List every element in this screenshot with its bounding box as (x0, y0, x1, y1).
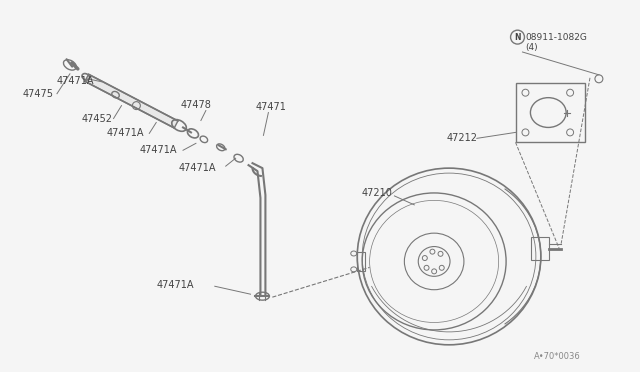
Polygon shape (85, 74, 178, 128)
Bar (531, 237, 549, 260)
Text: 47471A: 47471A (179, 163, 216, 173)
Bar (356, 251, 365, 271)
Bar (516, 83, 585, 142)
Text: 47471A: 47471A (140, 145, 177, 155)
Text: 47210: 47210 (362, 188, 392, 198)
Text: (4): (4) (525, 42, 538, 52)
Text: 47452: 47452 (82, 113, 113, 124)
Text: 47471A: 47471A (156, 280, 194, 290)
Text: 47471: 47471 (255, 102, 286, 112)
Text: 47475: 47475 (22, 89, 53, 99)
Text: 47478: 47478 (181, 100, 212, 110)
Text: 08911-1082G: 08911-1082G (525, 33, 588, 42)
Text: A•70*0036: A•70*0036 (534, 352, 581, 361)
Text: 47471A: 47471A (107, 128, 144, 138)
Text: 47471A: 47471A (57, 76, 95, 86)
Text: N: N (515, 33, 521, 42)
Text: 47212: 47212 (447, 133, 478, 143)
